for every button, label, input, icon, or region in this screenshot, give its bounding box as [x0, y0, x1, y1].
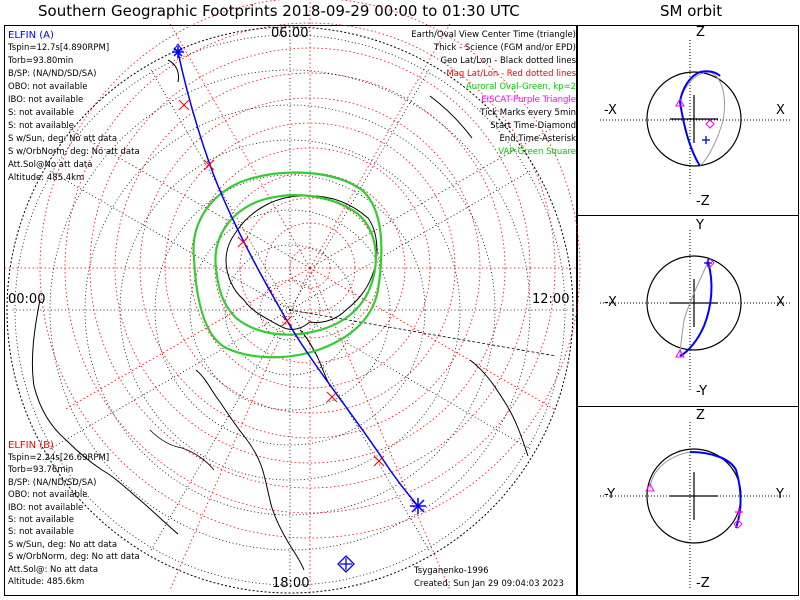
- elfin-b-line: S w/OrbNorm, deg: No att data: [8, 552, 140, 563]
- elfin-b-line: OBO: not available: [8, 490, 88, 501]
- elfin-a-info: ELFIN (A) Tspin=12.7s[4.890RPM] Torb=93.…: [8, 30, 140, 186]
- orbit-3-right-label: Y: [776, 487, 784, 502]
- elfin-a-start-asterisk: [172, 46, 184, 58]
- south-america-coast: [167, 59, 305, 571]
- orbit-frame: [577, 25, 799, 596]
- geo-lat-grid: [14, 34, 566, 586]
- legend-entry: Mag Lat/Lon - Red dotted lines: [446, 69, 576, 79]
- map-legend: Earth/Oval View Center Time (triangle) T…: [411, 30, 576, 160]
- orbit-2-bottom-label: -Y: [696, 384, 708, 399]
- elfin-a-line: S: not available: [8, 108, 74, 118]
- elfin-b-line: S: not available: [8, 514, 74, 525]
- elfin-b-line: S: not available: [8, 527, 74, 538]
- elfin-b-line: Torb=93.76min: [8, 465, 74, 476]
- elfin-b-line: IBO: not available: [8, 502, 84, 513]
- elfin-a-end-asterisk: [410, 498, 426, 514]
- orbit-panel-xz: [600, 40, 790, 196]
- orbit-title: SM orbit: [660, 2, 723, 20]
- legend-entry: Auroral Oval-Green, kp=2: [465, 82, 576, 92]
- elfin-b-line: Tspin=2.24s[26.69RPM]: [8, 453, 110, 463]
- auroral-oval-inner: [214, 194, 377, 336]
- auroral-oval-outer: [192, 171, 383, 359]
- legend-entry: VAP-Green Square: [498, 147, 576, 157]
- orbit-3-left-label: -Y: [604, 487, 616, 502]
- elfin-a-line: OBO: not available: [8, 82, 88, 92]
- orbit-1-left-label: -X: [604, 103, 617, 118]
- geo-lon-grid: [10, 30, 570, 590]
- legend-entry: EISCAT-Purple Triangle: [481, 95, 576, 105]
- elfin-a-view-triangle: [173, 43, 183, 51]
- legend-entry: Geo Lat/Lon - Black dotted lines: [440, 56, 576, 66]
- africa-coast: [31, 299, 179, 535]
- elfin-a-line: IBO: not available: [8, 95, 84, 105]
- map-boundary: [6, 26, 574, 594]
- orbit-1-bottom-label: -Z: [696, 194, 710, 209]
- elfin-a-line: Att.Sol@No att data: [8, 160, 93, 170]
- mag-lon-grid: [4, 0, 576, 596]
- legend-entry: End Time-Asterisk: [499, 134, 576, 144]
- map-frame: [4, 25, 577, 596]
- orbit-1-right-label: X: [776, 103, 785, 118]
- elfin-b-line: Altitude: 485.6km: [8, 576, 85, 587]
- elfin-a-ticks: [178, 99, 385, 467]
- legend-entry: Earth/Oval View Center Time (triangle): [411, 30, 576, 40]
- orbit-2-left-label: -X: [604, 295, 617, 310]
- elfin-a-name: ELFIN (A): [8, 30, 54, 41]
- island-coast: [149, 429, 215, 471]
- clock-label-12: 12:00: [532, 292, 570, 307]
- station-diamond: [337, 555, 355, 573]
- elfin-b-line: Att.Sol@: No att data: [8, 564, 99, 575]
- clock-label-18: 18:00: [272, 576, 310, 591]
- elfin-a-line: Torb=93.80min: [8, 56, 74, 66]
- orbit-3-top-label: Z: [696, 408, 705, 423]
- legend-entry: Thick - Science (FGM and/or EPD): [433, 43, 576, 53]
- peninsula-coast: [299, 329, 331, 387]
- elfin-a-line: S w/OrbNorm, deg: No att data: [8, 147, 140, 157]
- legend-entry: Tick Marks every 5min: [480, 108, 576, 118]
- elfin-a-line: B/SP: (NA/ND/SD/SA): [8, 69, 97, 79]
- elfin-a-track: [177, 51, 419, 507]
- orbit-1-top-label: Z: [696, 25, 705, 40]
- antarctica-coast: [225, 195, 378, 330]
- legend-entry: Start Time-Diamond: [490, 121, 576, 131]
- clock-label-06: 06:00: [271, 26, 309, 41]
- australia-coast: [429, 95, 529, 457]
- created-label: Created: Sun Jan 29 09:04:03 2023: [414, 579, 564, 589]
- elfin-b-name: ELFIN (B): [8, 440, 54, 451]
- plot-title: Southern Geographic Footprints 2018-09-2…: [38, 2, 520, 20]
- elfin-a-line: Tspin=12.7s[4.890RPM]: [8, 43, 110, 53]
- elfin-a-line: S: not available: [8, 121, 74, 131]
- orbit-panel-yz: [600, 422, 790, 588]
- elfin-b-line: B/SP: (NA/ND/SD/SA): [8, 477, 97, 488]
- orbit-2-top-label: Y: [696, 218, 704, 233]
- elfin-a-line: S w/Sun, deg: No att data: [8, 134, 118, 144]
- orbit-panel-xy: [600, 230, 790, 392]
- orbit-2-right-label: X: [776, 295, 785, 310]
- orbit-3-bottom-label: -Z: [696, 576, 710, 591]
- elfin-b-info: ELFIN (B) Tspin=2.24s[26.69RPM] Torb=93.…: [8, 440, 140, 589]
- clock-label-00: 00:00: [8, 292, 46, 307]
- elfin-b-line: S w/Sun, deg: No att data: [8, 539, 118, 550]
- model-label: Tsyganenko-1996: [414, 566, 489, 576]
- elfin-a-line: Altitude: 485.4km: [8, 173, 85, 183]
